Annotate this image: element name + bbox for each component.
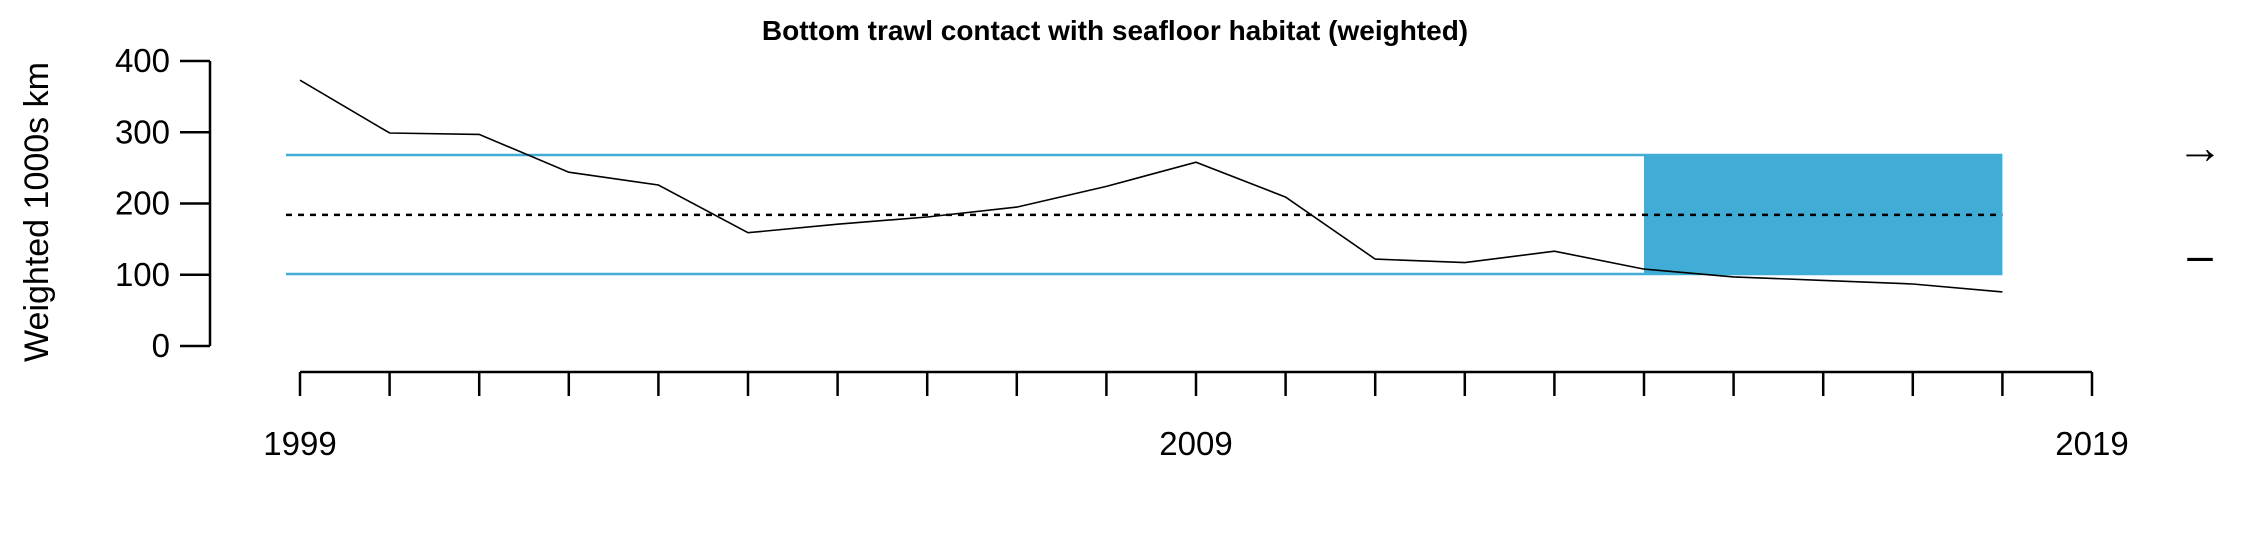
y-tick-label: 0 bbox=[152, 327, 170, 364]
y-axis-label: Weighted 1000s km bbox=[18, 62, 56, 362]
series-line bbox=[299, 79, 2003, 293]
y-tick-label: 400 bbox=[115, 42, 170, 79]
sd-trend-symbol: – bbox=[2187, 229, 2213, 281]
mean-trend-symbol: → bbox=[2177, 121, 2223, 173]
x-tick-label: 2009 bbox=[1159, 425, 1232, 462]
x-tick-label: 2019 bbox=[2055, 425, 2128, 462]
reference-lines-layer bbox=[286, 153, 2003, 276]
y-tick-label: 300 bbox=[115, 113, 170, 150]
y-tick-label: 200 bbox=[115, 185, 170, 222]
y-tick-label: 100 bbox=[115, 256, 170, 293]
chart-title: Bottom trawl contact with seafloor habit… bbox=[762, 15, 1468, 46]
x-axis: 1999 2009 2019 bbox=[263, 370, 2129, 462]
series-layer bbox=[299, 79, 2003, 293]
x-tick-label: 1999 bbox=[263, 425, 336, 462]
y-axis: 0 100 200 300 400 bbox=[115, 42, 212, 364]
